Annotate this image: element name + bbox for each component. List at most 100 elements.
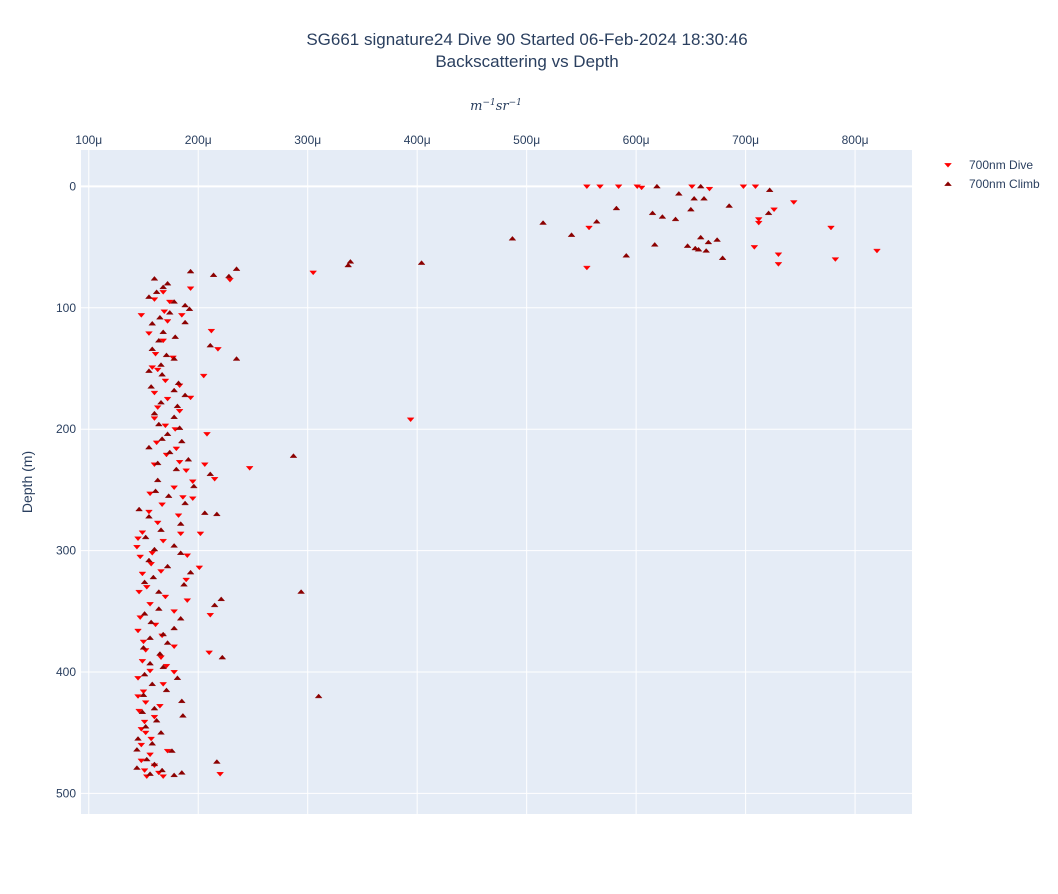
data-point: [671, 216, 680, 222]
data-point: [139, 645, 148, 650]
data-point: [226, 278, 234, 283]
data-point: [141, 700, 150, 705]
data-point: [585, 225, 593, 231]
data-point: [170, 485, 178, 491]
data-point: [136, 615, 145, 620]
data-point: [831, 257, 840, 262]
data-point: [183, 598, 192, 603]
data-point: [150, 410, 159, 416]
y-tick-label: 200: [56, 422, 76, 436]
data-point: [159, 664, 168, 670]
legend-item[interactable]: 700nm Dive: [944, 158, 1034, 172]
data-point: [314, 693, 323, 699]
data-point: [172, 466, 181, 472]
data-point: [157, 527, 165, 532]
data-point: [175, 460, 184, 465]
data-point: [159, 682, 168, 687]
data-point: [140, 768, 149, 773]
data-point: [181, 302, 189, 308]
data-point: [180, 581, 188, 587]
data-point: [206, 342, 215, 348]
data-point: [163, 396, 172, 402]
data-point: [186, 569, 195, 575]
data-point: [583, 265, 591, 271]
data-point: [138, 571, 147, 577]
data-point: [141, 534, 150, 540]
data-point: [154, 589, 163, 594]
data-point: [148, 346, 157, 351]
data-point: [173, 675, 182, 680]
data-point: [175, 425, 184, 430]
data-point: [158, 436, 166, 441]
data-point: [141, 730, 150, 736]
data-point: [185, 306, 194, 311]
data-point: [214, 347, 222, 352]
data-point: [145, 294, 153, 299]
data-point: [139, 639, 148, 645]
data-point: [704, 239, 713, 245]
data-point: [159, 338, 168, 344]
data-point: [161, 423, 170, 429]
data-point: [612, 205, 621, 211]
data-point: [170, 387, 178, 393]
data-point: [873, 248, 881, 254]
data-point: [176, 615, 185, 621]
data-point: [614, 184, 623, 190]
data-point: [150, 705, 159, 711]
data-point: [309, 270, 318, 276]
data-point: [133, 747, 141, 752]
data-point: [205, 650, 214, 656]
data-point: [136, 554, 145, 560]
data-point: [147, 736, 155, 742]
data-point: [406, 417, 415, 423]
data-point: [203, 432, 211, 437]
data-point: [650, 242, 659, 247]
data-point: [156, 314, 164, 320]
data-point: [774, 252, 783, 257]
data-point: [174, 380, 183, 385]
data-point: [209, 272, 218, 277]
data-point: [134, 628, 142, 634]
data-point: [159, 538, 168, 544]
data-point: [232, 356, 241, 361]
data-point: [157, 655, 165, 661]
data-point: [145, 444, 153, 450]
y-axis-label: Depth (m): [19, 451, 35, 513]
data-point: [172, 446, 181, 452]
data-point: [344, 262, 353, 268]
data-point: [658, 214, 667, 219]
data-point: [196, 531, 205, 537]
data-point: [142, 756, 151, 762]
data-point: [176, 531, 185, 537]
data-point: [147, 619, 155, 625]
data-point: [138, 659, 147, 664]
data-point: [739, 184, 748, 190]
legend-item[interactable]: 700nm Climb: [944, 177, 1040, 191]
data-point: [157, 362, 165, 367]
data-point: [173, 403, 182, 409]
data-point: [754, 220, 763, 226]
data-point: [165, 449, 174, 455]
data-point: [175, 409, 184, 414]
data-point: [150, 297, 159, 302]
data-point: [163, 280, 172, 286]
data-point: [774, 262, 783, 267]
data-point: [153, 405, 162, 410]
data-point: [567, 232, 576, 237]
data-point: [151, 352, 160, 357]
data-point: [148, 551, 157, 556]
data-point: [158, 371, 166, 377]
data-point: [163, 748, 172, 754]
data-point: [177, 770, 186, 775]
data-point: [765, 187, 774, 192]
data-point: [159, 631, 168, 637]
data-point: [152, 289, 161, 294]
data-point: [653, 183, 661, 189]
data-point: [135, 589, 143, 595]
data-point: [133, 765, 141, 770]
data-point: [140, 719, 149, 725]
data-point: [170, 299, 178, 304]
data-point: [164, 493, 173, 498]
data-point: [146, 771, 154, 776]
data-point: [177, 698, 186, 703]
